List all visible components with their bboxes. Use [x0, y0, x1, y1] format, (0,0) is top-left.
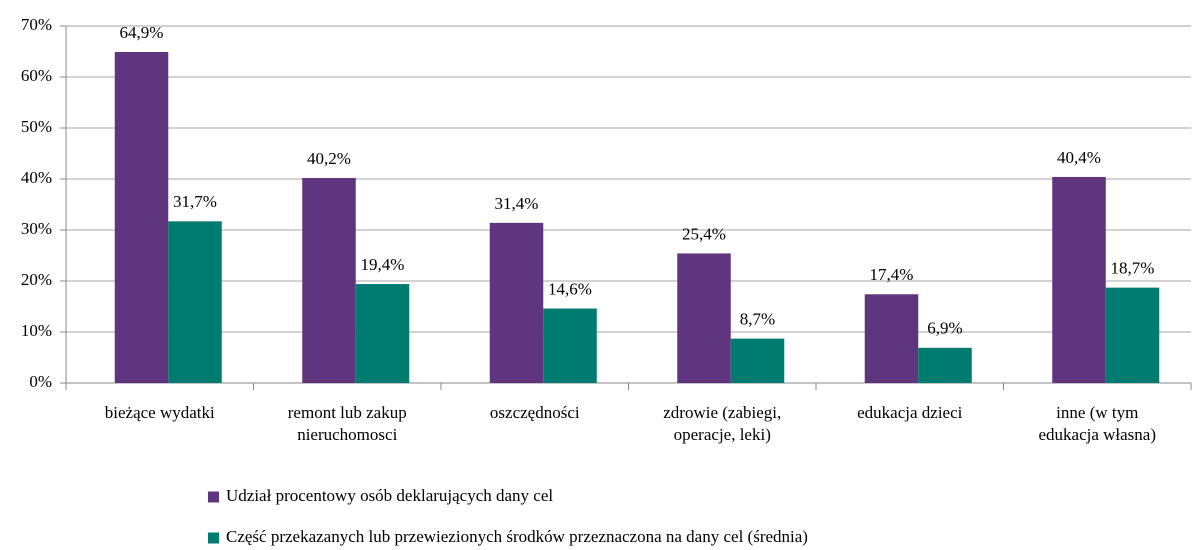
- value-label: 6,9%: [927, 319, 962, 338]
- value-label: 64,9%: [120, 23, 164, 42]
- bar: [114, 52, 169, 383]
- bar: [489, 222, 544, 383]
- bar: [1052, 176, 1106, 383]
- bar: [355, 284, 410, 383]
- y-tick-label: 20%: [21, 270, 52, 289]
- value-label: 17,4%: [870, 265, 914, 284]
- bar: [677, 253, 731, 383]
- bar: [918, 347, 972, 383]
- value-label: 14,6%: [548, 279, 592, 298]
- value-label: 40,2%: [307, 149, 351, 168]
- value-label: 40,4%: [1057, 148, 1101, 167]
- y-tick-label: 0%: [29, 372, 52, 391]
- bar: [730, 338, 785, 383]
- y-tick-label: 50%: [21, 117, 52, 136]
- y-tick-label: 40%: [21, 168, 52, 187]
- x-tick-label: remont lub zakup nieruchomosci: [288, 403, 407, 444]
- value-label: 31,4%: [495, 194, 539, 213]
- legend-label: Część przekazanych lub przewiezionych śr…: [226, 527, 808, 546]
- x-tick-label: zdrowie (zabiegi, operacje, leki): [663, 403, 781, 444]
- legend-label: Udział procentowy osób deklarujących dan…: [226, 486, 553, 505]
- y-tick-label: 70%: [21, 15, 52, 34]
- value-label: 18,7%: [1111, 259, 1155, 278]
- x-tick-label: oszczędności: [490, 403, 580, 422]
- value-label: 31,7%: [173, 192, 217, 211]
- y-tick-label: 30%: [21, 219, 52, 238]
- x-tick-label: edukacja dzieci: [857, 403, 963, 422]
- bar: [1105, 287, 1160, 383]
- legend-swatch: [208, 491, 219, 503]
- y-tick-label: 10%: [21, 321, 52, 340]
- x-tick-label: bieżące wydatki: [105, 403, 215, 422]
- value-label: 19,4%: [361, 255, 405, 274]
- y-tick-label: 60%: [21, 66, 52, 85]
- legend-swatch: [208, 532, 219, 544]
- bar: [168, 221, 222, 383]
- value-label: 8,7%: [740, 310, 775, 329]
- bar: [543, 308, 597, 383]
- x-tick-label: inne (w tym edukacja własna): [1038, 403, 1156, 444]
- value-label: 25,4%: [682, 224, 726, 243]
- bar: [302, 177, 356, 383]
- bar: [864, 294, 919, 383]
